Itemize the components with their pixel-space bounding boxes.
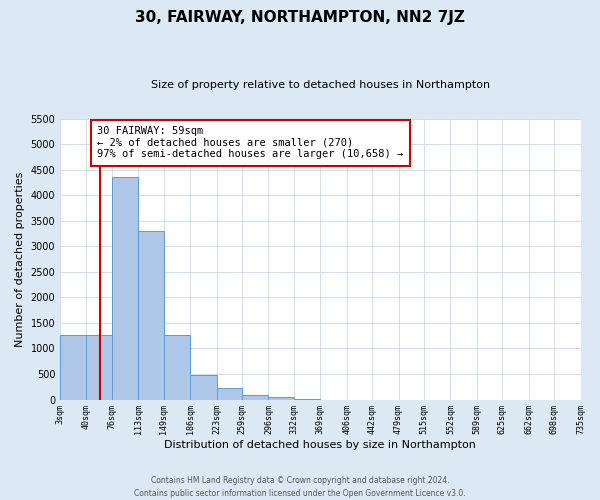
Bar [294,399,320,400]
Bar [139,231,164,400]
Text: 30, FAIRWAY, NORTHAMPTON, NN2 7JZ: 30, FAIRWAY, NORTHAMPTON, NN2 7JZ [135,10,465,25]
Bar [112,178,139,400]
Bar [86,334,112,400]
Bar [190,375,217,400]
Bar [217,388,242,400]
Title: Size of property relative to detached houses in Northampton: Size of property relative to detached ho… [151,80,490,90]
Text: Contains HM Land Registry data © Crown copyright and database right 2024.
Contai: Contains HM Land Registry data © Crown c… [134,476,466,498]
Bar [60,334,86,400]
Bar [242,395,268,400]
Text: 30 FAIRWAY: 59sqm
← 2% of detached houses are smaller (270)
97% of semi-detached: 30 FAIRWAY: 59sqm ← 2% of detached house… [97,126,403,160]
Bar [268,397,294,400]
X-axis label: Distribution of detached houses by size in Northampton: Distribution of detached houses by size … [164,440,476,450]
Y-axis label: Number of detached properties: Number of detached properties [15,172,25,347]
Bar [164,334,190,400]
